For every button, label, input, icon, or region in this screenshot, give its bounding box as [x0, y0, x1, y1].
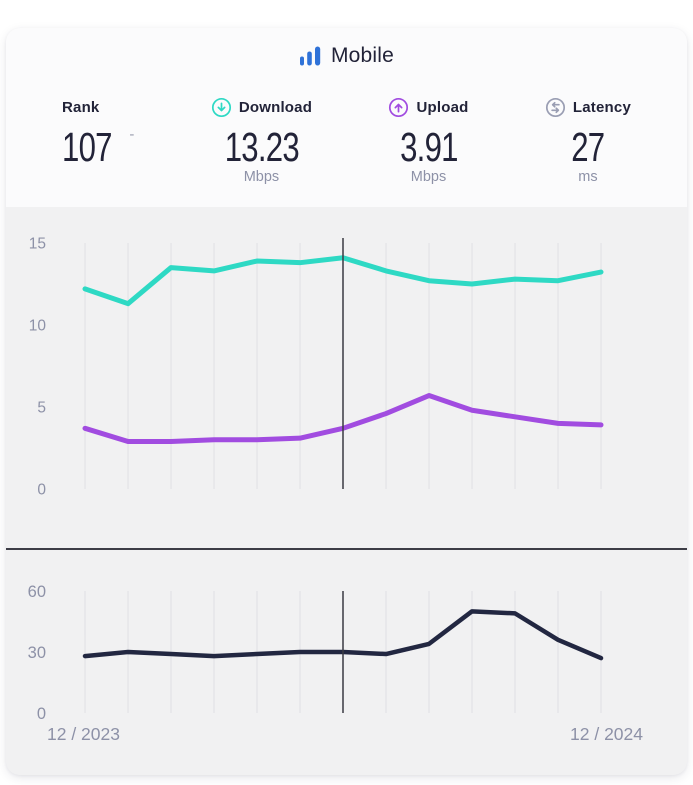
latency-chart[interactable]: 60 30 012 / 2023 12 / 2024 — [6, 550, 687, 775]
tab-row: Mobile — [6, 40, 687, 72]
y-tick-label: 10 — [29, 317, 47, 334]
y-tick-label: 0 — [37, 705, 46, 723]
stat-rank: Rank 107- — [62, 96, 134, 186]
latency-value: 27 — [571, 124, 605, 170]
y-tick-label: 30 — [28, 644, 46, 662]
rank-value: 107 — [62, 124, 112, 170]
download-upload-chart[interactable]: 15 10 5 0 — [6, 207, 687, 548]
stat-download: Download 13.23 Mbps — [211, 96, 312, 186]
tab-mobile-label: Mobile — [330, 44, 395, 67]
stat-upload: Upload 3.91 Mbps — [388, 96, 468, 186]
upload-unit: Mbps — [410, 169, 447, 185]
stats-row: Rank 107- Download — [6, 96, 687, 186]
y-tick-label: 5 — [37, 399, 46, 416]
speedtest-results-card: Mobile Rank 107- — [6, 28, 687, 775]
download-unit: Mbps — [243, 169, 280, 185]
y-tick-label: 60 — [28, 583, 46, 601]
y-tick-label: 15 — [29, 235, 46, 252]
upload-value: 3.91 — [399, 124, 458, 170]
y-tick-label: 0 — [37, 481, 46, 498]
upload-label: Upload — [416, 98, 469, 116]
latency-unit: ms — [578, 169, 598, 185]
latency-label: Latency — [572, 98, 631, 116]
download-label: Download — [238, 98, 313, 116]
latency-arrows-icon — [545, 97, 565, 117]
upload-arrow-icon — [389, 97, 409, 117]
charts-section: 15 10 5 0 60 30 0 12 / 2023 12 / 2024 — [6, 207, 687, 775]
stat-latency: Latency 27 ms — [545, 96, 631, 186]
mobile-bar-chart-icon — [299, 46, 321, 66]
x-axis-end-label: 12 / 2024 — [570, 724, 643, 744]
download-arrow-icon — [211, 97, 231, 117]
card-header: Mobile Rank 107- — [6, 28, 687, 207]
rank-change-indicator: - — [129, 126, 135, 143]
x-axis-start-label: 12 / 2023 — [47, 724, 120, 744]
rank-unit — [62, 169, 134, 186]
tab-mobile[interactable]: Mobile — [293, 40, 400, 72]
rank-label: Rank — [62, 98, 100, 116]
download-value: 13.23 — [224, 124, 299, 170]
chart-section-divider — [6, 548, 687, 550]
